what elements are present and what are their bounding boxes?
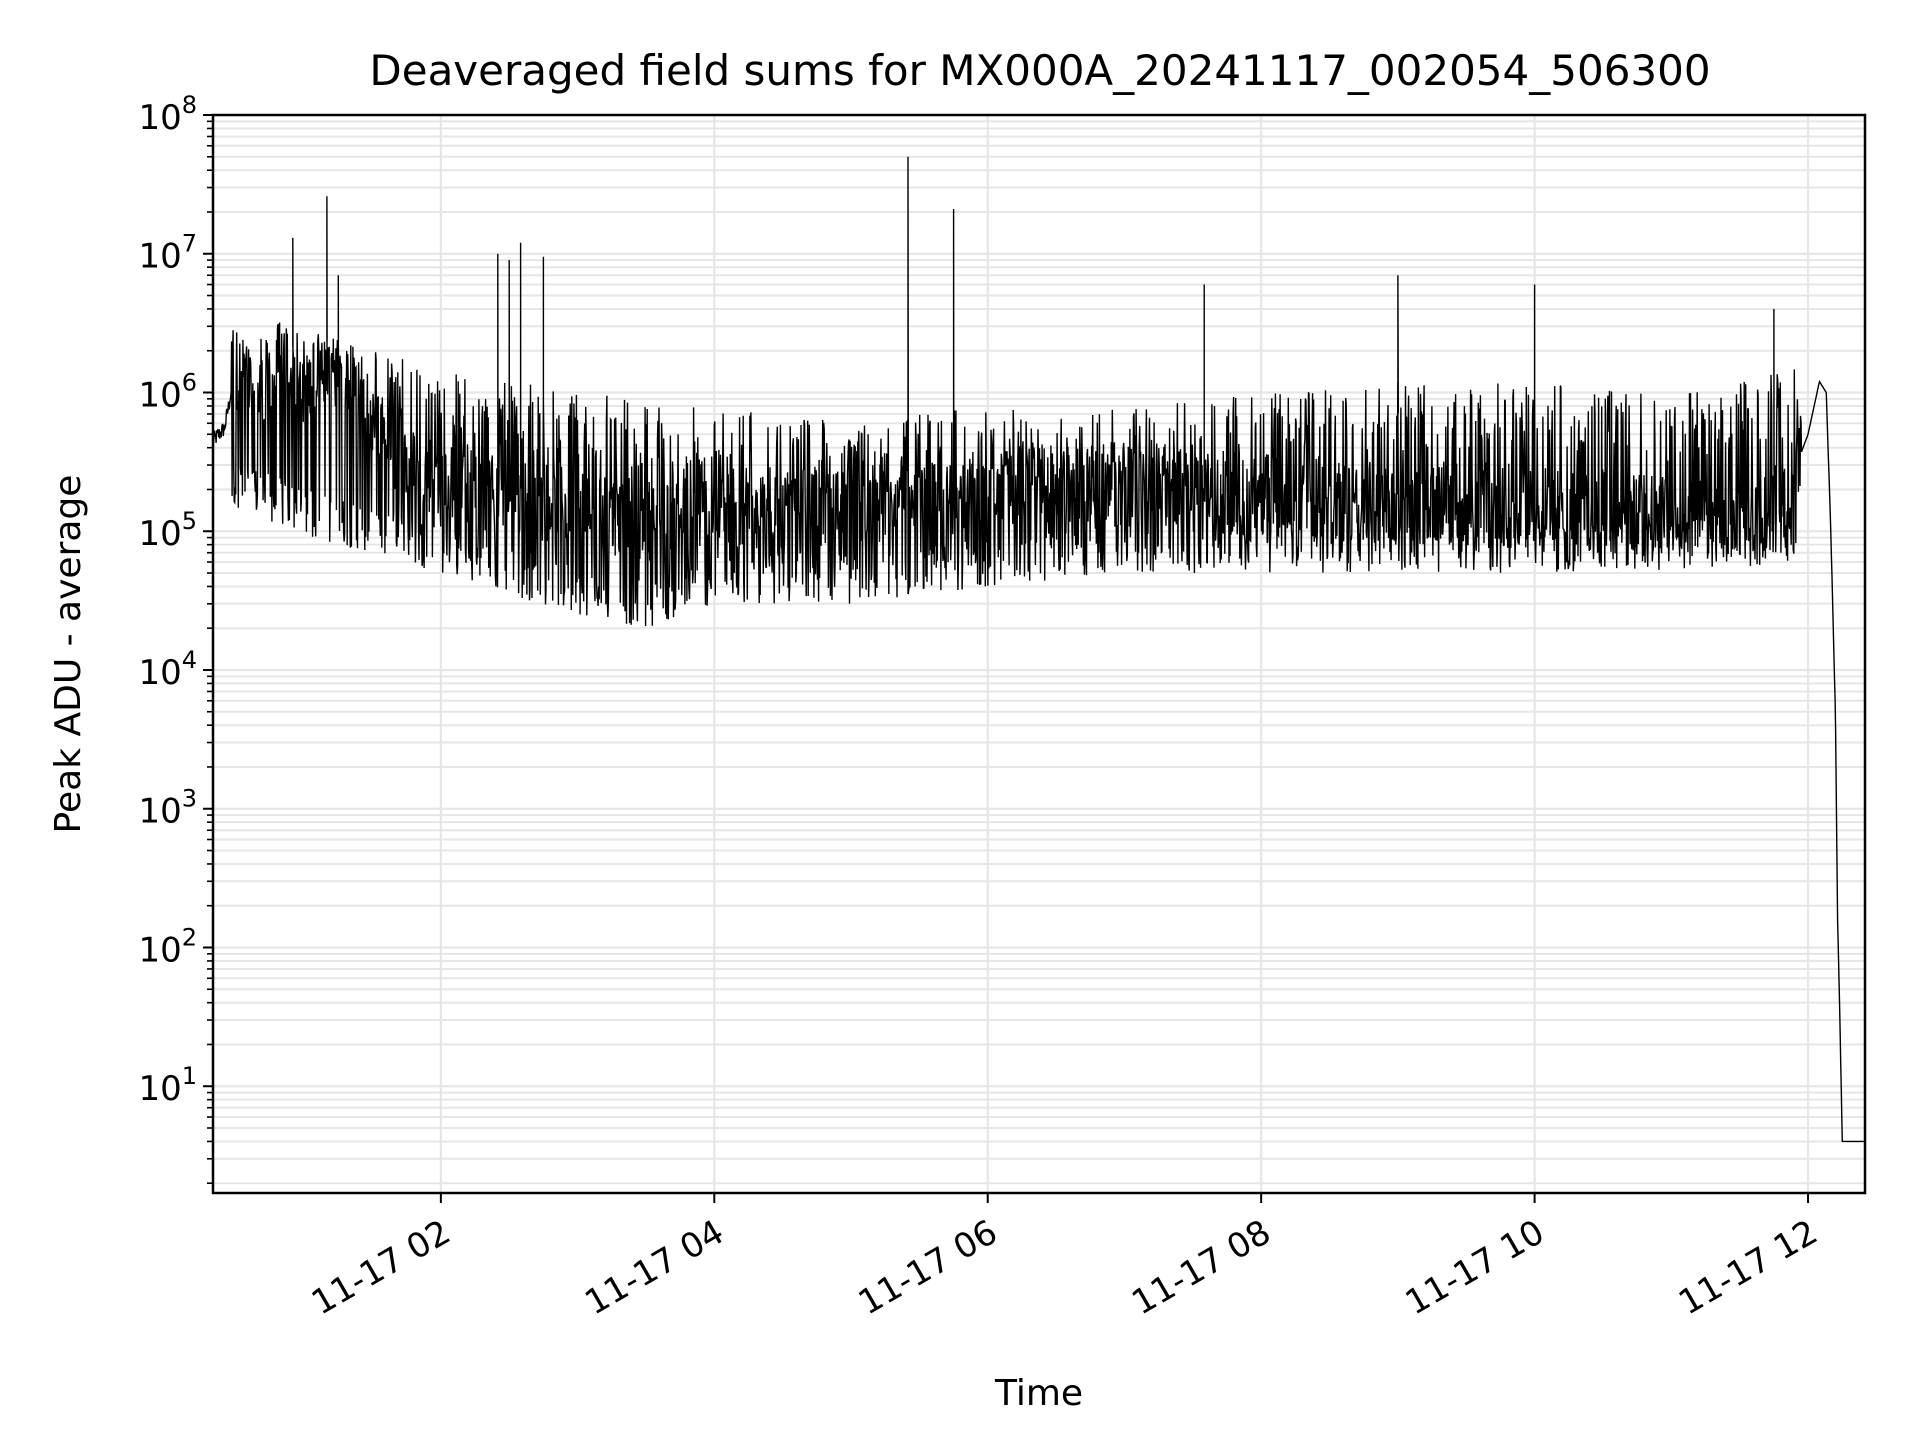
chart-title: Deaveraged field sums for MX000A_2024111…: [369, 46, 1710, 95]
y-axis-ticks: 101 102 103 104 105 106 107 108: [138, 91, 213, 1185]
y-axis-label: Peak ADU - average: [48, 475, 89, 834]
x-axis-label: Time: [994, 1373, 1083, 1414]
y-tick-label: 107: [138, 230, 197, 277]
y-tick-label: 105: [138, 507, 197, 554]
plot-area: [212, 156, 1865, 1143]
y-tick-label: 101: [138, 1062, 197, 1109]
plot-frame: [211, 113, 1867, 1195]
y-tick-label: 108: [138, 91, 197, 138]
y-tick-label: 104: [138, 646, 197, 693]
series-line: [212, 156, 1865, 1143]
y-tick-label: 102: [138, 923, 197, 970]
y-tick-label: 103: [138, 785, 197, 832]
y-tick-label: 106: [138, 368, 197, 415]
